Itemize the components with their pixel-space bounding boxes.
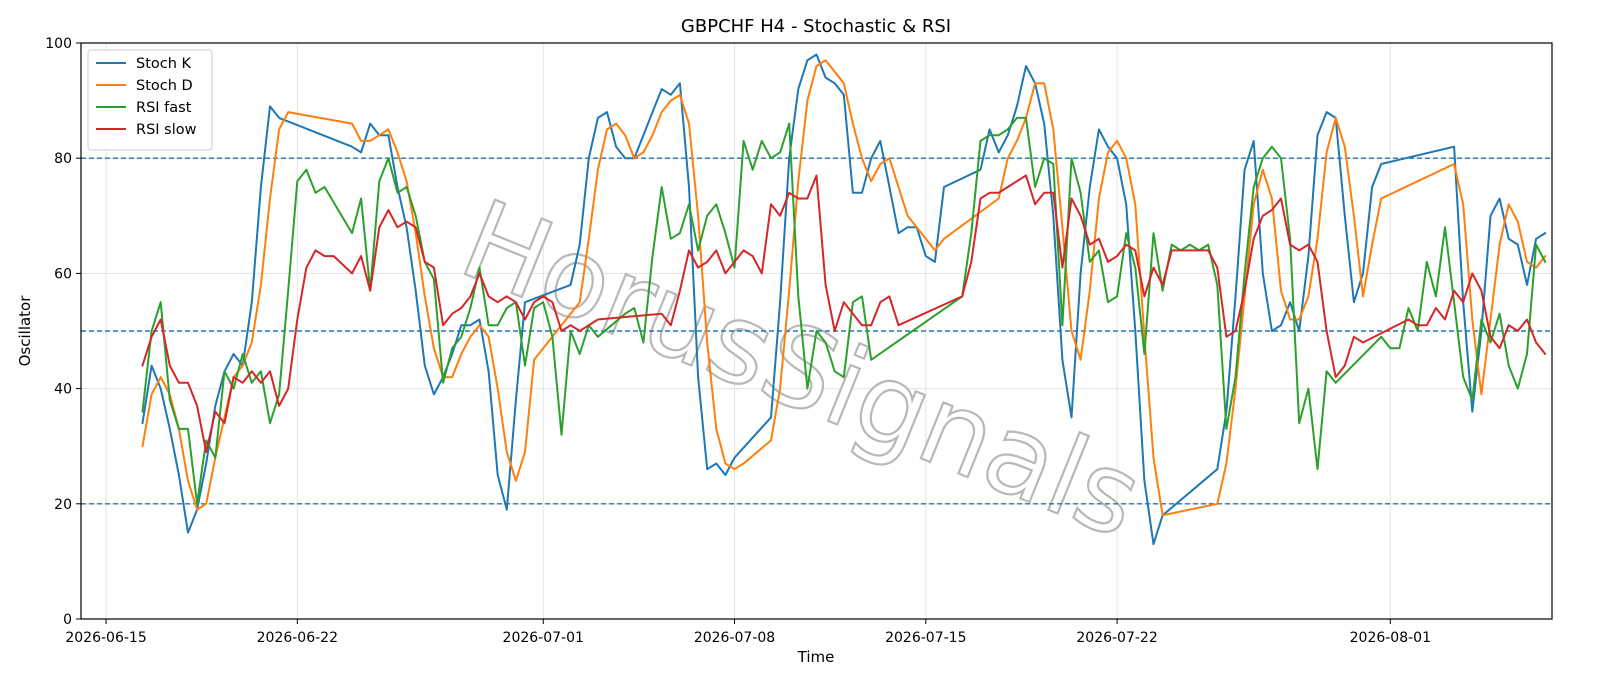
y-axis-title: Oscillator [16,295,34,367]
legend-label: RSI slow [136,122,197,138]
legend-label: Stoch K [136,56,192,72]
y-axis-ticks: 0 20 40 60 80 100 [45,36,81,628]
y-tick-label: 0 [63,612,72,628]
series-line-stoch-d [141,59,1547,517]
series-line-stoch-k [141,53,1547,546]
x-tick-label: 2026-07-22 [1076,630,1157,646]
x-tick-label: 2026-08-01 [1350,630,1431,646]
y-tick-label: 80 [54,151,72,167]
series-line-rsi-slow [141,174,1547,453]
chart-title: GBPCHF H4 - Stochastic & RSI [681,16,951,37]
series-lines [141,53,1547,546]
x-tick-label: 2026-07-01 [503,630,584,646]
legend-label: Stoch D [136,78,193,94]
y-tick-label: 100 [45,36,72,52]
legend-label: RSI fast [136,100,192,116]
x-tick-label: 2026-07-08 [694,630,775,646]
x-axis-title: Time [797,648,835,666]
reference-lines [81,157,1552,505]
series-line-rsi-fast [141,116,1547,505]
x-axis-ticks: 2026-06-15 2026-06-22 2026-07-01 2026-07-08… [65,619,1431,646]
x-tick-label: 2026-06-15 [65,630,146,646]
y-tick-label: 40 [54,382,72,398]
y-tick-label: 60 [54,266,72,282]
legend: Stoch K Stoch D RSI fast RSI slow [87,49,213,151]
legend-box [87,49,213,151]
y-tick-label: 20 [54,497,72,513]
x-tick-label: 2026-07-15 [885,630,966,646]
x-tick-label: 2026-06-22 [257,630,338,646]
plot-frame [80,42,1553,620]
